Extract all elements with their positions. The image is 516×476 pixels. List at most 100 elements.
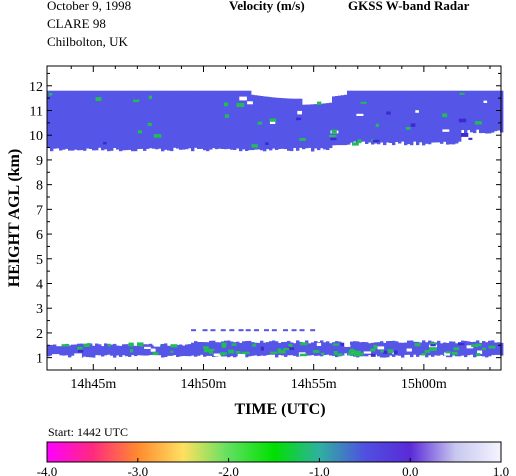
velocity-column <box>302 104 306 150</box>
velocity-cell <box>475 343 482 347</box>
velocity-column <box>467 90 471 131</box>
velocity-column <box>473 90 477 134</box>
velocity-cell <box>150 348 156 352</box>
y-tick-label: 11 <box>30 104 43 119</box>
colorbar-tick-label: -2.0 <box>218 464 239 476</box>
velocity-column <box>305 104 309 149</box>
velocity-cell <box>357 139 362 144</box>
velocity-column <box>113 90 117 148</box>
y-tick-label: 9 <box>36 154 43 169</box>
velocity-cell <box>429 347 437 351</box>
velocity-column <box>458 342 462 357</box>
velocity-column <box>443 342 447 356</box>
velocity-cell <box>445 351 452 354</box>
velocity-column <box>71 90 75 151</box>
y-tick-label: 4 <box>36 277 43 292</box>
velocity-column <box>170 90 174 152</box>
lower-cloud-layer <box>47 340 504 358</box>
velocity-cell <box>373 344 378 349</box>
velocity-column <box>59 346 63 356</box>
velocity-cell <box>153 342 160 347</box>
velocity-cell <box>252 343 257 347</box>
velocity-cell <box>453 347 460 351</box>
velocity-cell <box>406 348 412 352</box>
velocity-cell <box>299 138 306 141</box>
velocity-cell <box>297 110 302 115</box>
velocity-column <box>314 341 318 356</box>
velocity-column <box>461 90 465 130</box>
velocity-cell <box>148 95 153 99</box>
velocity-column <box>422 340 426 356</box>
velocity-cell <box>476 353 481 357</box>
velocity-cell <box>352 142 359 146</box>
velocity-column <box>146 344 150 356</box>
velocity-column <box>416 90 420 146</box>
x-tick-label: 14h50m <box>181 377 227 392</box>
velocity-column <box>404 90 408 146</box>
campaign-label: CLARE 98 <box>47 16 106 31</box>
velocity-column <box>371 90 375 145</box>
velocity-cell <box>310 329 316 332</box>
velocity-column <box>413 90 417 142</box>
velocity-cell <box>320 352 325 355</box>
velocity-column <box>344 346 348 354</box>
velocity-column <box>143 344 147 356</box>
velocity-column <box>161 344 165 358</box>
velocity-cell <box>210 329 216 332</box>
velocity-column <box>215 90 219 150</box>
velocity-column <box>452 90 456 145</box>
velocity-cell <box>191 329 197 332</box>
velocity-column <box>287 98 291 151</box>
velocity-column <box>203 90 207 151</box>
velocity-cell <box>468 137 473 140</box>
velocity-column <box>410 90 414 146</box>
velocity-cell <box>269 121 276 124</box>
velocity-column <box>134 90 138 152</box>
velocity-column <box>104 343 108 356</box>
velocity-column <box>320 103 324 149</box>
velocity-cell <box>282 329 288 332</box>
velocity-column <box>83 90 87 151</box>
velocity-column <box>140 90 144 149</box>
velocity-column <box>428 90 432 145</box>
velocity-cell <box>130 348 134 353</box>
velocity-column <box>455 90 459 144</box>
velocity-column <box>323 103 327 150</box>
velocity-column <box>95 343 99 356</box>
velocity-cell <box>251 144 258 148</box>
velocity-column <box>50 344 54 356</box>
velocity-cell <box>270 351 278 354</box>
velocity-cell <box>392 351 396 355</box>
velocity-cell <box>103 141 107 145</box>
velocity-cell <box>77 349 84 353</box>
velocity-column <box>284 98 288 150</box>
velocity-column <box>326 103 330 150</box>
velocity-cell <box>466 345 474 349</box>
velocity-column <box>242 90 246 150</box>
colorbar-tick-label: 1.0 <box>493 464 509 476</box>
velocity-column <box>128 90 132 150</box>
velocity-cell <box>48 93 53 96</box>
velocity-cell <box>370 353 376 357</box>
velocity-cell <box>414 343 421 347</box>
velocity-column <box>272 340 276 355</box>
site-label: Chilbolton, UK <box>47 34 128 49</box>
velocity-cell <box>333 351 338 355</box>
velocity-cell <box>458 118 467 123</box>
velocity-column <box>398 90 402 144</box>
velocity-column <box>281 342 285 356</box>
velocity-column <box>233 342 237 358</box>
velocity-column <box>392 340 396 357</box>
velocity-column <box>53 344 57 356</box>
velocity-cell <box>220 329 226 332</box>
velocity-column <box>275 341 279 358</box>
velocity-column <box>329 102 333 149</box>
velocity-column <box>104 90 108 150</box>
velocity-column <box>71 344 75 356</box>
velocity-cell <box>461 133 469 137</box>
velocity-column <box>152 90 156 149</box>
velocity-column <box>464 90 468 134</box>
y-tick-label: 7 <box>36 203 43 218</box>
velocity-cell <box>237 353 246 358</box>
velocity-column <box>254 95 258 150</box>
